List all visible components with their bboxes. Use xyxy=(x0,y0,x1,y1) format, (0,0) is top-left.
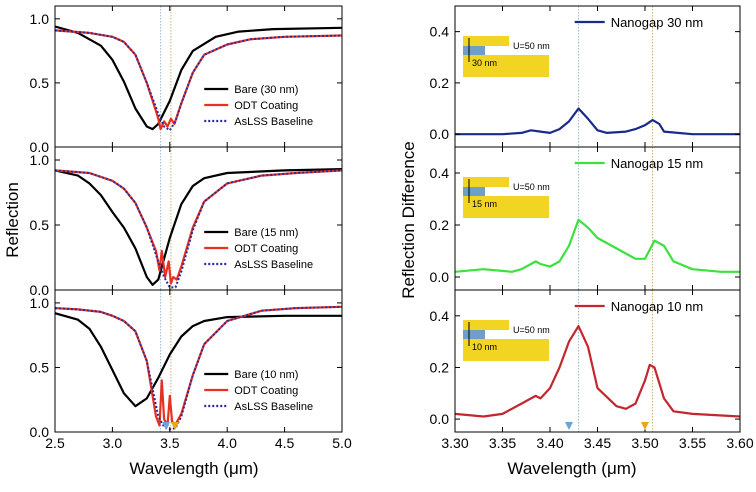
y-tick-label: 0.4 xyxy=(430,165,450,181)
legend-label: Nanogap 30 nm xyxy=(611,15,704,30)
panel-left-middle: 0.0 0.5 1.0 Bare (15 nm) ODT Coating AsLSS Ba… xyxy=(30,146,343,298)
nanogap-layer xyxy=(463,187,485,196)
left-xlabel: Wavelength (μm) xyxy=(129,459,258,478)
y-tick-label: 0.0 xyxy=(30,282,50,298)
series-line xyxy=(55,168,342,286)
legend-label: ODT Coating xyxy=(234,243,298,255)
marker-arrow-orange-right-icon xyxy=(641,422,649,430)
panel-right-middle: 0.0 0.2 0.4 Nanogap 15 nm U=50 nm 15 nm xyxy=(430,146,741,291)
series-line xyxy=(55,169,342,285)
gap-label: 10 nm xyxy=(472,342,497,352)
u-label: U=50 nm xyxy=(513,41,550,51)
legend-label: Nanogap 10 nm xyxy=(611,299,704,314)
marker-arrow-orange-icon xyxy=(171,422,179,430)
gap-label: 30 nm xyxy=(472,58,497,68)
x-tick-label: 3.55 xyxy=(679,435,706,451)
series-line xyxy=(455,325,740,418)
x-tick-label: 3.5 xyxy=(160,435,180,451)
y-tick-label: 0.2 xyxy=(430,217,450,233)
legend-label: AsLSS Baseline xyxy=(234,116,313,128)
legend-label: Bare (10 nm) xyxy=(234,369,298,381)
x-tick-label: 3.50 xyxy=(631,435,658,451)
nanogap-schematic-inset: U=50 nm 15 nm xyxy=(463,177,550,218)
nanogap-schematic-inset: U=50 nm 30 nm xyxy=(463,36,550,77)
u-label: U=50 nm xyxy=(513,182,550,192)
x-tick-label: 3.35 xyxy=(489,435,516,451)
series-line xyxy=(455,218,740,273)
x-tick-label: 3.40 xyxy=(536,435,563,451)
left-ylabel: Reflection xyxy=(3,182,22,258)
legend-label: AsLSS Baseline xyxy=(234,401,313,413)
panel-right-top: 0.0 0.2 0.4 Nanogap 30 nm U=50 nm 30 nm xyxy=(430,5,741,148)
marker-arrow-blue-icon xyxy=(162,422,170,430)
marker-arrow-blue-right-icon xyxy=(565,422,573,430)
x-tick-label: 5.0 xyxy=(332,435,352,451)
lower-electrode xyxy=(463,55,549,77)
upper-electrode xyxy=(463,320,509,330)
panel-right-bottom: 3.30 3.35 3.40 3.45 3.50 3.55 3.60 0.0 0.2 0.4 Nan… xyxy=(430,289,754,451)
y-tick-label: 0.0 xyxy=(430,269,450,285)
gap-label: 15 nm xyxy=(472,199,497,209)
y-tick-label: 0.5 xyxy=(30,75,50,91)
y-tick-label: 0.0 xyxy=(30,424,50,440)
upper-electrode xyxy=(463,177,509,187)
y-tick-label: 0.0 xyxy=(430,411,450,427)
lower-electrode xyxy=(463,196,549,218)
y-tick-label: 0.0 xyxy=(430,126,450,142)
legend-label: Bare (15 nm) xyxy=(234,227,298,239)
right-xlabel: Wavelength (μm) xyxy=(507,459,636,478)
y-tick-label: 0.5 xyxy=(30,217,50,233)
panel-left-bottom: 2.5 3.0 3.5 4.0 4.5 5.0 0.0 0.5 1.0 Bare (10 nm) O… xyxy=(30,289,352,451)
y-tick-label: 0.0 xyxy=(30,139,50,155)
right-ylabel: Reflection Difference xyxy=(399,141,418,299)
nanogap-schematic-inset: U=50 nm 10 nm xyxy=(463,320,550,361)
y-tick-label: 0.2 xyxy=(430,359,450,375)
x-tick-label: 3.45 xyxy=(584,435,611,451)
lower-electrode xyxy=(463,339,549,361)
legend-label: ODT Coating xyxy=(234,100,298,112)
y-tick-label: 0.4 xyxy=(430,308,450,324)
x-tick-label: 3.60 xyxy=(726,435,753,451)
nanogap-layer xyxy=(463,330,485,339)
x-tick-label: 3.30 xyxy=(441,435,468,451)
x-tick-label: 2.5 xyxy=(45,435,65,451)
x-tick-label: 3.0 xyxy=(103,435,123,451)
x-tick-label: 4.5 xyxy=(275,435,295,451)
panels: 0.0 0.5 1.0 Bare (30 nm) ODT Coating AsLSS Ba… xyxy=(30,5,754,451)
series-line xyxy=(455,107,740,136)
nanogap-layer xyxy=(463,46,485,55)
y-tick-label: 1.0 xyxy=(30,152,50,168)
series-line xyxy=(55,169,342,289)
y-tick-label: 0.5 xyxy=(30,359,50,375)
y-tick-label: 0.2 xyxy=(430,75,450,91)
series-line xyxy=(55,25,342,131)
legend-label: Nanogap 15 nm xyxy=(611,156,704,171)
legend-label: AsLSS Baseline xyxy=(234,259,313,271)
y-tick-label: 1.0 xyxy=(30,11,50,27)
x-tick-label: 4.0 xyxy=(217,435,237,451)
panel-left-top: 0.0 0.5 1.0 Bare (30 nm) ODT Coating AsLSS Ba… xyxy=(30,5,343,155)
legend-label: ODT Coating xyxy=(234,385,298,397)
series-line xyxy=(55,29,342,132)
y-tick-label: 0.4 xyxy=(430,24,450,40)
u-label: U=50 nm xyxy=(513,325,550,335)
legend-label: Bare (30 nm) xyxy=(234,84,298,96)
panel-frame xyxy=(54,289,343,433)
upper-electrode xyxy=(463,36,509,46)
y-tick-label: 1.0 xyxy=(30,295,50,311)
